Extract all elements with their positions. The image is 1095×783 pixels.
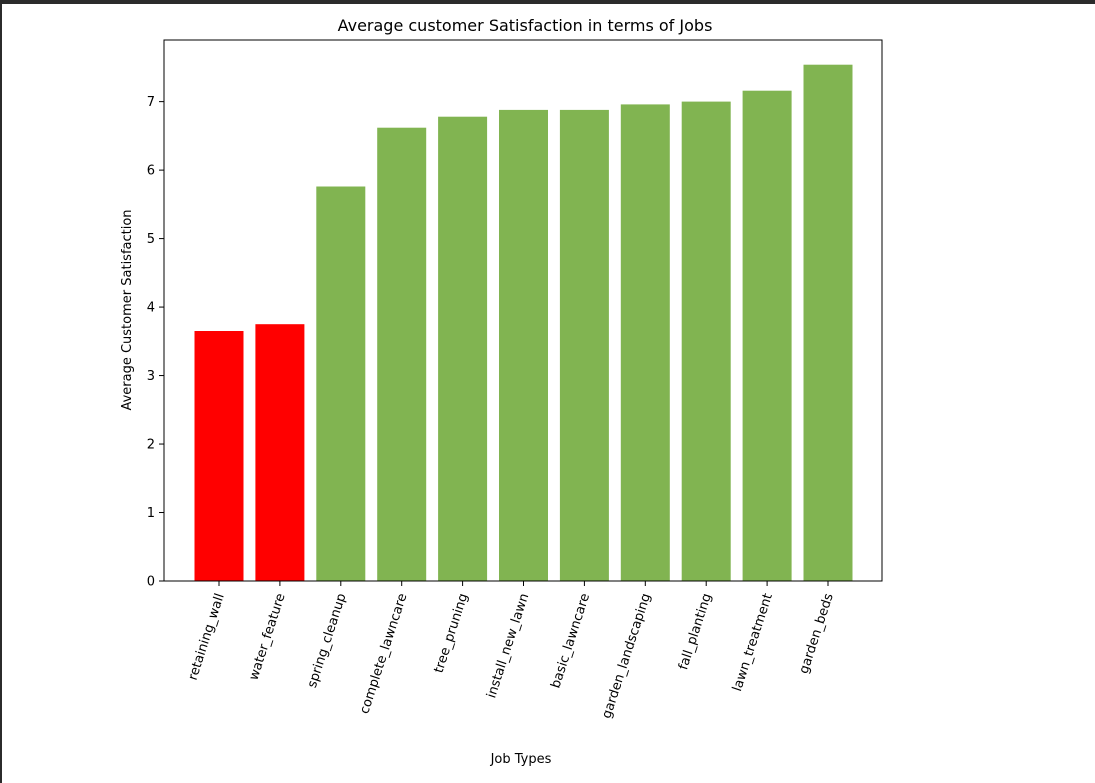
x-tick-label: lawn_treatment (730, 592, 776, 694)
bar-garden-beds (803, 64, 853, 581)
bar-basic-lawncare (559, 109, 609, 582)
bar-complete-lawncare (377, 127, 427, 581)
y-tick-label: 7 (147, 95, 155, 110)
bars-group (194, 64, 853, 582)
bar-fall-planting (681, 101, 731, 581)
figure-canvas (2, 4, 1095, 783)
y-tick-label: 5 (147, 232, 155, 247)
y-tick-label: 3 (147, 369, 155, 384)
y-axis-title: Average Customer Satisfaction (120, 209, 135, 410)
bar-garden-landscaping (620, 104, 670, 582)
y-tick-label: 4 (147, 301, 155, 316)
x-tick-label: garden_landscaping (599, 592, 654, 721)
x-tick-label: water_feature (246, 592, 288, 683)
x-tick-label: fall_planting (676, 592, 715, 672)
bar-tree-pruning (438, 116, 488, 581)
x-tick-label: tree_pruning (432, 592, 472, 675)
y-tick-label: 2 (147, 438, 155, 453)
y-tick-label: 1 (147, 506, 155, 521)
y-axis: 0 1 2 3 4 5 6 7 (147, 95, 164, 590)
bar-water-feature (255, 324, 305, 581)
bar-lawn-treatment (742, 90, 792, 581)
bar-spring-cleanup (316, 186, 366, 581)
x-tick-label: spring_cleanup (305, 592, 350, 690)
bar-retaining-wall (194, 331, 244, 581)
x-axis: retaining_wall water_feature spring_cleanu… (186, 581, 837, 720)
x-tick-label: basic_lawncare (548, 592, 593, 691)
x-tick-label: retaining_wall (186, 592, 228, 683)
x-tick-label: install_new_lawn (484, 592, 532, 701)
x-tick-label: complete_lawncare (357, 592, 410, 716)
chart-title: Average customer Satisfaction in terms o… (338, 16, 713, 35)
x-axis-title: Job Types (490, 752, 552, 767)
bar-install-new-lawn (499, 109, 548, 582)
y-tick-label: 0 (147, 575, 155, 590)
plot-area-frame (163, 39, 883, 582)
x-tick-label: garden_beds (797, 591, 837, 675)
y-tick-label: 6 (147, 164, 155, 179)
